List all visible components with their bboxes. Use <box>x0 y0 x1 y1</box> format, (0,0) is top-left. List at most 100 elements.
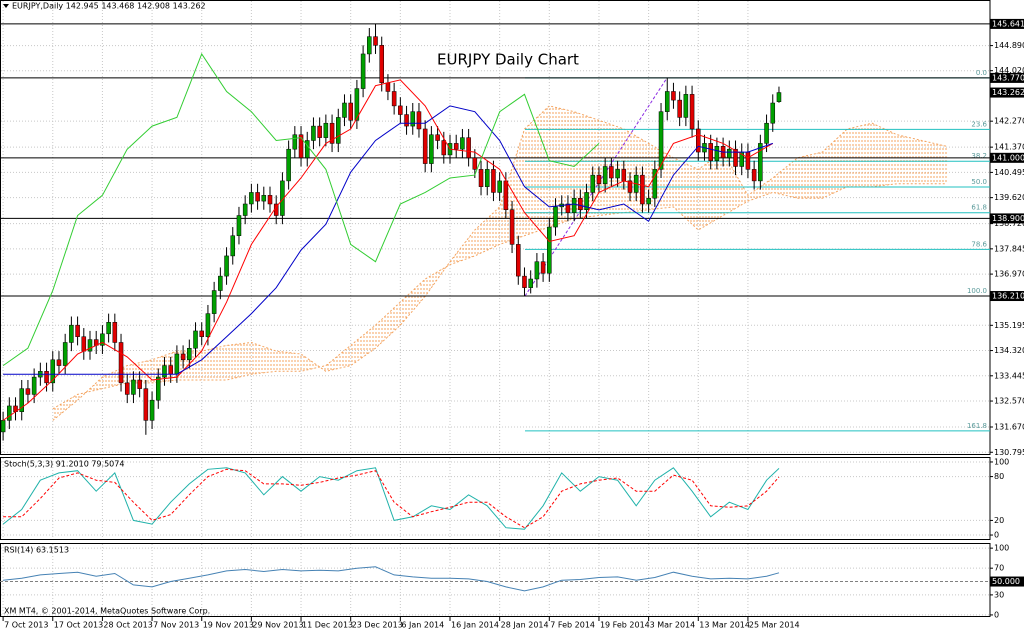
candle-body <box>218 275 223 291</box>
indicator-line <box>3 105 773 375</box>
indicator-line <box>2 467 780 530</box>
menu-arrow <box>3 4 9 8</box>
candle-body <box>664 91 670 112</box>
y-tick-label: 134.320 <box>994 346 1024 355</box>
candle-body <box>478 169 484 187</box>
fib-label: 50.0 <box>971 178 987 186</box>
price-box-label: 141.000 <box>992 153 1024 162</box>
candle-body <box>503 180 509 211</box>
candle-body <box>460 137 465 150</box>
candle-body <box>255 192 260 202</box>
price-box <box>990 72 1024 83</box>
y-tick-label: 140.495 <box>994 168 1024 177</box>
candle-body <box>578 197 583 211</box>
candle-body <box>19 388 24 412</box>
price-box <box>990 291 1024 302</box>
candle-body <box>149 399 155 421</box>
candle-body <box>131 379 136 395</box>
candle-body <box>336 117 341 144</box>
candle-body <box>441 140 447 156</box>
candle-body <box>677 99 682 118</box>
candle-body <box>69 324 74 343</box>
price-box-label: 138.900 <box>992 214 1024 223</box>
candle-body <box>683 94 689 118</box>
candle-body <box>304 140 310 159</box>
y-tick-label: 133.445 <box>994 371 1024 380</box>
candle-body <box>733 148 738 167</box>
x-tick-label: 17 Oct 2013 <box>54 621 103 630</box>
y-tick-label: 137.845 <box>994 244 1024 253</box>
candle-body <box>360 53 366 89</box>
candle-body <box>87 339 93 352</box>
candle-body <box>416 111 422 130</box>
candle-body <box>124 382 130 395</box>
candle-body <box>180 353 186 361</box>
y-tick-label: 135.195 <box>994 321 1024 330</box>
candle-body <box>385 82 391 92</box>
y-tick-label: 0 <box>994 531 999 540</box>
candle-body <box>615 169 620 179</box>
candle-body <box>410 111 416 127</box>
y-tick-label: 132.570 <box>994 397 1024 406</box>
candle-body <box>565 203 571 213</box>
candle-body <box>31 376 37 395</box>
candle-body <box>528 278 533 288</box>
y-tick-label: 100 <box>994 544 1009 553</box>
candle-body <box>547 226 552 274</box>
y-tick-label: 139.620 <box>994 193 1024 202</box>
candle-body <box>311 125 316 141</box>
candle-body <box>398 105 403 115</box>
candle-body <box>422 128 428 164</box>
candle-body <box>671 91 676 101</box>
fib-label: 61.8 <box>971 204 987 212</box>
x-tick-label: 7 Feb 2014 <box>550 621 595 630</box>
price-box-label: 50.000 <box>992 577 1020 586</box>
candle-body <box>776 92 782 102</box>
y-tick-label: 0 <box>994 610 999 619</box>
fib-label: 38.2 <box>971 152 987 160</box>
candle-body <box>323 122 329 138</box>
chart-header: EURJPY,Daily 142.945 143.468 142.908 143… <box>12 2 206 11</box>
candle-body <box>106 322 111 335</box>
candle-body <box>491 169 496 193</box>
price-box <box>990 18 1024 29</box>
x-tick-label: 23 Dec 2013 <box>352 621 403 630</box>
cloud-edge <box>52 183 947 410</box>
price-box-label: 143.262 <box>992 88 1024 97</box>
candle-body <box>75 324 80 337</box>
candle-body <box>317 125 322 138</box>
y-tick-label: 136.970 <box>994 270 1024 279</box>
candle-body <box>62 342 68 366</box>
candle-body <box>211 290 217 314</box>
x-tick-label: 19 Nov 2013 <box>203 621 254 630</box>
candle-body <box>224 255 229 277</box>
candle-body <box>379 45 384 84</box>
y-tick-label: 142.270 <box>994 117 1024 126</box>
candle-body <box>156 376 161 401</box>
candle-body <box>429 134 434 164</box>
x-tick-label: 16 Jan 2014 <box>451 621 499 630</box>
candle-body <box>329 122 335 144</box>
candle-body <box>143 388 149 421</box>
y-tick-label: 30 <box>994 590 1004 599</box>
candle-body <box>714 146 720 161</box>
candle-body <box>162 365 167 378</box>
price-box-label: 145.641 <box>992 19 1024 28</box>
x-tick-label: 25 Mar 2014 <box>749 621 800 630</box>
candle-body <box>640 174 645 205</box>
candle-body <box>466 137 471 159</box>
candle-body <box>193 330 198 349</box>
candle-body <box>590 174 596 193</box>
candle-body <box>571 197 577 213</box>
candle-body <box>727 148 732 159</box>
candle-body <box>770 102 776 124</box>
y-tick-label: 141.370 <box>994 143 1024 152</box>
fib-label: 78.6 <box>971 240 987 248</box>
candle-body <box>516 244 521 277</box>
candle-body <box>373 36 378 46</box>
y-tick-label: 144.020 <box>994 66 1024 75</box>
y-tick-label: 138.720 <box>994 219 1024 228</box>
candle-body <box>602 166 608 185</box>
x-tick-label: 6 Jan 2014 <box>401 621 444 630</box>
